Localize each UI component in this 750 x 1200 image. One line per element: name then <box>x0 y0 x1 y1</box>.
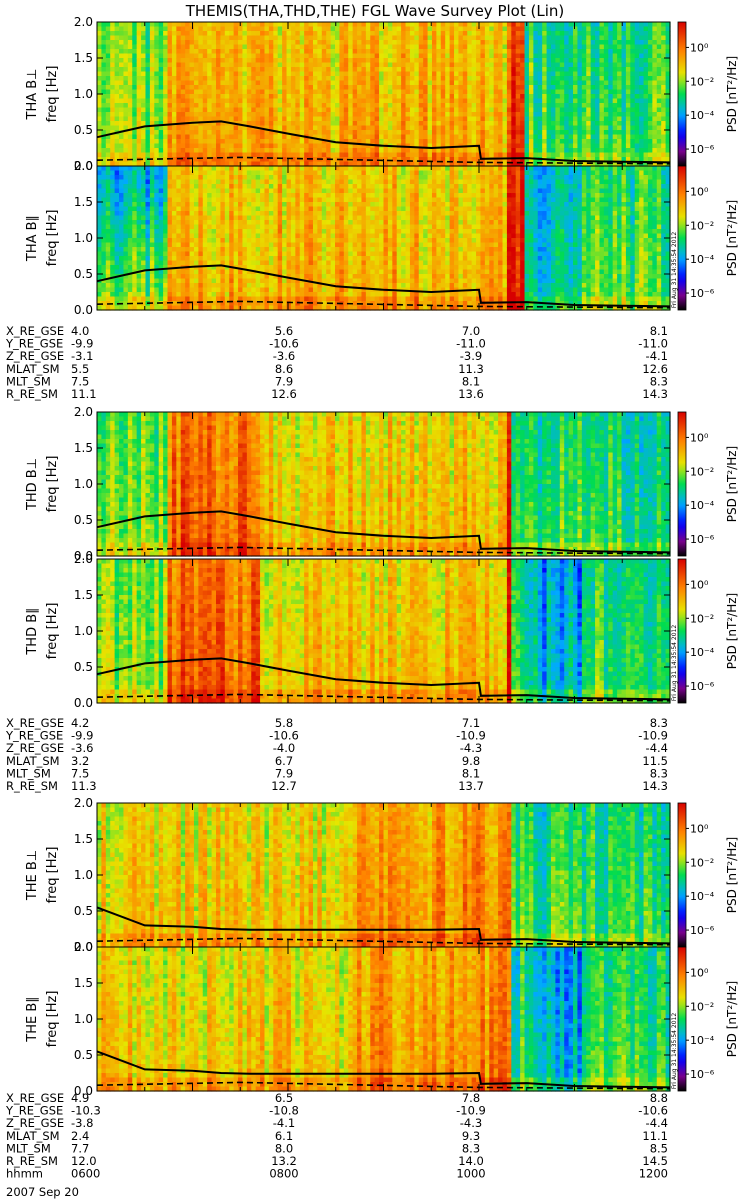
colorbar-tick-label: 10⁻⁴ <box>690 109 715 122</box>
y-tick-label: 0.5 <box>74 904 93 918</box>
ephemeris-value: 1200 <box>639 1167 668 1181</box>
panel-label: THE B∥ <box>25 996 40 1042</box>
y-tick-label: 1.5 <box>74 588 93 602</box>
colorbar-tick-label: 10⁻⁶ <box>690 143 715 156</box>
colorbar-tick-label: 10⁻⁴ <box>690 499 715 512</box>
ephemeris-value: 0800 <box>269 1167 298 1181</box>
panel-label: THA B∥ <box>25 215 40 262</box>
colorbar-label: PSD [nT²/Hz] <box>725 200 739 276</box>
y-tick-label: 0.5 <box>74 513 93 527</box>
y-tick-label: 0.5 <box>74 123 93 137</box>
colorbar-tick-label: 10⁻⁴ <box>690 253 715 266</box>
colorbar-tick-label: 10⁰ <box>690 185 709 198</box>
colorbar <box>678 559 686 703</box>
colorbar-tick-label: 10⁰ <box>690 822 709 835</box>
timestamp: Fri Aug 31 14:35:54 2012 <box>671 232 678 309</box>
ephemeris-value: 12.6 <box>271 387 297 401</box>
ephemeris-name: hhmm <box>6 1167 43 1181</box>
y-tick-label: 1.0 <box>74 231 93 245</box>
y-tick-label: 0.0 <box>74 303 93 317</box>
y-tick-label: 2.0 <box>74 552 93 566</box>
y-tick-label: 0.5 <box>74 660 93 674</box>
colorbar-tick-label: 10⁻⁴ <box>690 890 715 903</box>
panel-label: THE B⊥ <box>25 850 40 901</box>
colorbar <box>678 947 686 1091</box>
colorbar-tick-label: 10⁻⁴ <box>690 646 715 659</box>
panel-label: THA B⊥ <box>25 69 40 121</box>
freq-axis-label: freq [Hz] <box>45 210 60 267</box>
ephemeris-value: 11.3 <box>71 779 97 793</box>
colorbar-tick-label: 10⁻⁶ <box>690 680 715 693</box>
ephemeris-value: 14.3 <box>642 779 668 793</box>
y-tick-label: 2.0 <box>74 15 93 29</box>
y-tick-label: 1.5 <box>74 51 93 65</box>
freq-axis-label: freq [Hz] <box>45 66 60 123</box>
ephemeris-name: R_RE_SM <box>6 387 58 401</box>
ephemeris-value: 12.7 <box>271 779 297 793</box>
ephemeris-value: 13.7 <box>458 779 484 793</box>
ephemeris-value: 13.6 <box>458 387 484 401</box>
colorbar-label: PSD [nT²/Hz] <box>725 837 739 913</box>
panel-label: THD B∥ <box>25 607 40 655</box>
ephemeris-value: 11.1 <box>71 387 97 401</box>
date-label: 2007 Sep 20 <box>6 1185 79 1199</box>
ephemeris-value: 14.3 <box>642 387 668 401</box>
colorbar <box>678 412 686 556</box>
colorbar-tick-label: 10⁻⁶ <box>690 924 715 937</box>
colorbar-tick-label: 10⁻² <box>690 612 714 625</box>
panels-group: 0.0 0.5 1.0 1.5 2.0 THA B⊥ freq [Hz] 0.0 0.5 1.0 1… <box>25 15 671 1098</box>
colorbar-tick-label: 10⁻² <box>690 1000 714 1013</box>
y-tick-label: 0.0 <box>74 696 93 710</box>
colorbar-label: PSD [nT²/Hz] <box>725 56 739 132</box>
y-tick-label: 2.0 <box>74 405 93 419</box>
colorbar <box>678 166 686 310</box>
colorbar-tick-label: 10⁰ <box>690 41 709 54</box>
colorbar-tick-label: 10⁰ <box>690 966 709 979</box>
y-tick-label: 1.5 <box>74 832 93 846</box>
panel-label: THD B⊥ <box>25 458 40 511</box>
colorbar-tick-label: 10⁻² <box>690 856 714 869</box>
colorbar-tick-label: 10⁰ <box>690 431 709 444</box>
ephemeris-value: 0600 <box>71 1167 100 1181</box>
freq-axis-label: freq [Hz] <box>45 456 60 513</box>
colorbar-tick-label: 10⁻² <box>690 75 714 88</box>
colorbar <box>678 22 686 166</box>
colorbar-tick-label: 10⁻² <box>690 465 714 478</box>
y-tick-label: 1.5 <box>74 441 93 455</box>
chart-title: THEMIS(THA,THD,THE) FGL Wave Survey Plot… <box>185 2 564 20</box>
freq-axis-label: freq [Hz] <box>45 847 60 904</box>
colorbar-label: PSD [nT²/Hz] <box>725 981 739 1057</box>
colorbar <box>678 803 686 947</box>
colorbar-tick-label: 10⁻⁶ <box>690 533 715 546</box>
timestamp: Fri Aug 31 14:35:54 2012 <box>671 625 678 702</box>
colorbars-group: 10⁰ 10⁻² 10⁻⁴ 10⁻⁶ PSD [nT²/Hz] 10⁰ 10⁻² 10⁻⁴ 10… <box>671 22 739 1091</box>
colorbar-label: PSD [nT²/Hz] <box>725 446 739 522</box>
y-tick-label: 1.0 <box>74 868 93 882</box>
colorbar-label: PSD [nT²/Hz] <box>725 593 739 669</box>
ephemeris-value: 1000 <box>456 1167 485 1181</box>
y-tick-label: 1.0 <box>74 624 93 638</box>
y-tick-label: 1.5 <box>74 195 93 209</box>
y-tick-label: 1.0 <box>74 87 93 101</box>
ephemeris-name: R_RE_SM <box>6 779 58 793</box>
y-tick-label: 2.0 <box>74 159 93 173</box>
colorbar-tick-label: 10⁻² <box>690 219 714 232</box>
y-tick-label: 0.5 <box>74 267 93 281</box>
colorbar-tick-label: 10⁰ <box>690 578 709 591</box>
freq-axis-label: freq [Hz] <box>45 991 60 1048</box>
y-tick-label: 1.5 <box>74 976 93 990</box>
freq-axis-label: freq [Hz] <box>45 603 60 660</box>
colorbar-tick-label: 10⁻⁶ <box>690 287 715 300</box>
y-tick-label: 1.0 <box>74 477 93 491</box>
timestamp: Fri Aug 31 14:35:54 2012 <box>671 1013 678 1090</box>
colorbar-tick-label: 10⁻⁴ <box>690 1034 715 1047</box>
y-tick-label: 1.0 <box>74 1012 93 1026</box>
y-tick-label: 2.0 <box>74 940 93 954</box>
y-tick-label: 0.5 <box>74 1048 93 1062</box>
y-tick-label: 2.0 <box>74 796 93 810</box>
colorbar-tick-label: 10⁻⁶ <box>690 1068 715 1081</box>
